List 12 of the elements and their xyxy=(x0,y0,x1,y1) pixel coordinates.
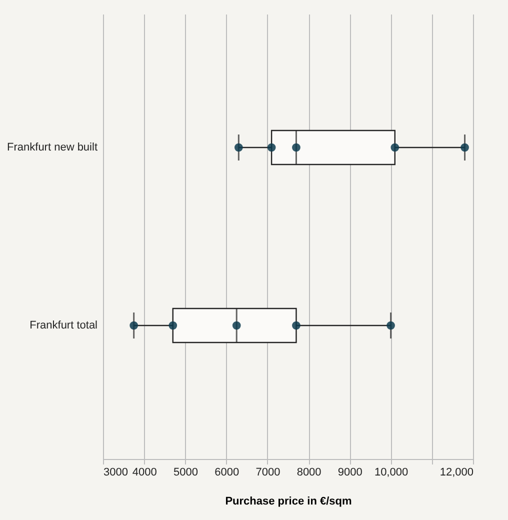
x-tick-label: 10,000 xyxy=(374,466,408,478)
x-tick-label: 7000 xyxy=(256,466,280,478)
x-axis-title: Purchase price in €/sqm xyxy=(225,496,352,508)
x-tick-label: 4000 xyxy=(132,466,157,478)
x-tick-label: 5000 xyxy=(173,466,198,478)
x-tick-label: 12,000 xyxy=(440,466,474,478)
y-tick-label: Frankfurt total xyxy=(30,320,98,332)
x-tick-label: 9000 xyxy=(338,466,362,478)
x-tick-label: 6000 xyxy=(214,466,240,478)
y-tick-label: Frankfurt new built xyxy=(7,142,98,154)
x-tick-label: 3000 xyxy=(104,466,128,478)
x-tick-label: 8000 xyxy=(296,466,322,478)
